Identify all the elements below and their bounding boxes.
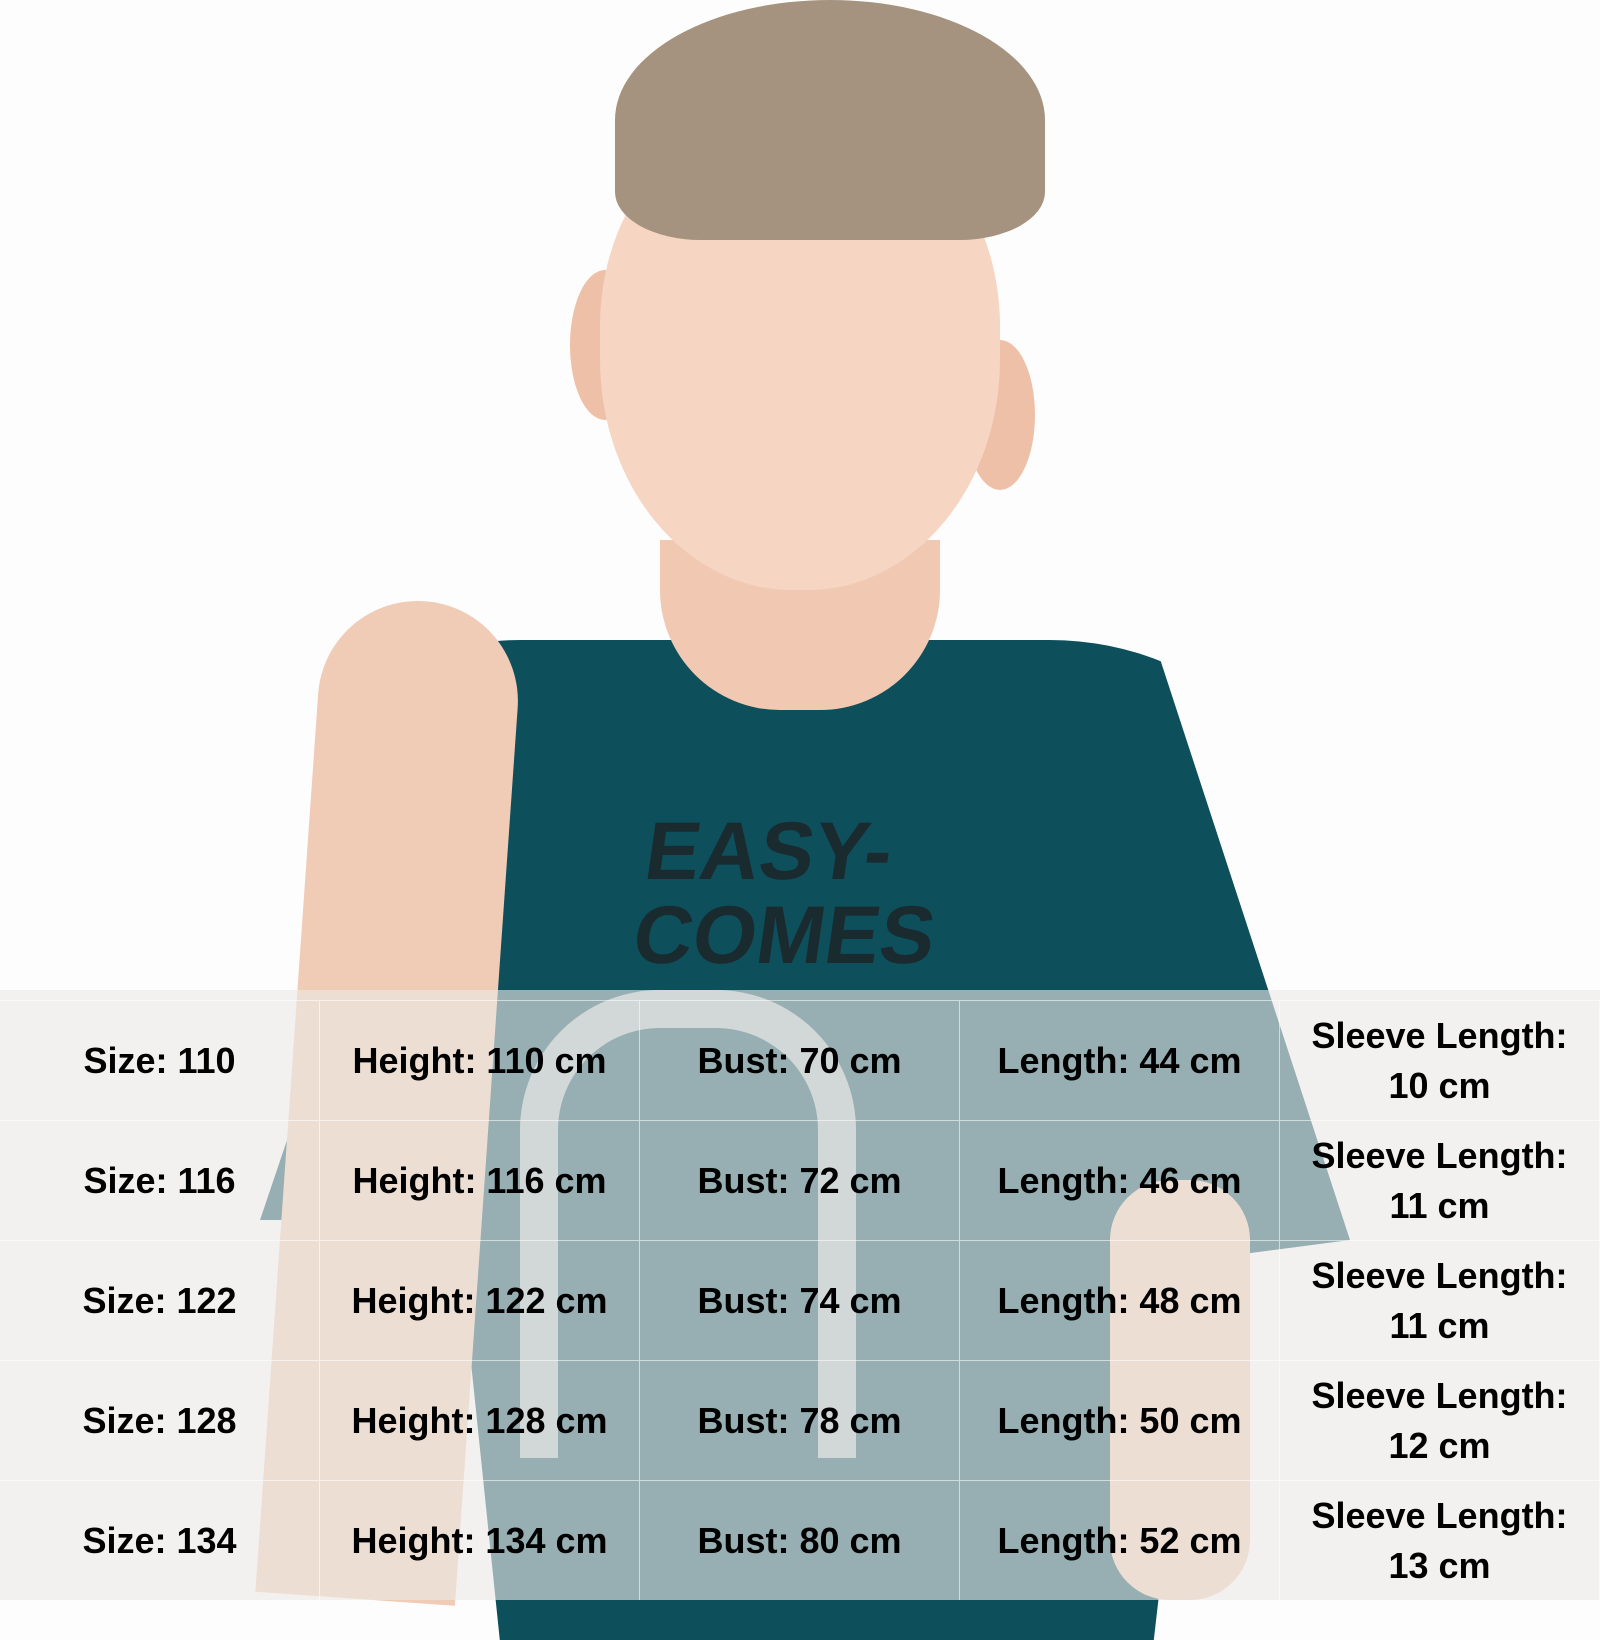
table-cell: Bust: 80 cm [640,1480,960,1600]
print-line: COMES [627,890,942,981]
table-cell: Length: 48 cm [960,1240,1280,1360]
table-cell: Length: 52 cm [960,1480,1280,1600]
table-cell: Sleeve Length: 11 cm [1280,1120,1600,1240]
table-cell: Size: 116 [0,1120,320,1240]
table-cell: Bust: 72 cm [640,1120,960,1240]
table-cell: Size: 122 [0,1240,320,1360]
table-overlay [0,990,1600,1600]
table-cell: Length: 44 cm [960,1000,1280,1120]
table-cell: Size: 128 [0,1360,320,1480]
table-cell: Height: 134 cm [320,1480,640,1600]
table-cell: Height: 110 cm [320,1000,640,1120]
table-cell: Height: 116 cm [320,1120,640,1240]
table-cell: Bust: 70 cm [640,1000,960,1120]
table-cell: Bust: 78 cm [640,1360,960,1480]
table-cell: Sleeve Length: 13 cm [1280,1480,1600,1600]
size-table: Size: 110 Height: 110 cm Bust: 70 cm Length… [0,1000,1600,1600]
table-cell: Size: 110 [0,1000,320,1120]
table-cell: Sleeve Length: 10 cm [1280,1000,1600,1120]
table-cell: Bust: 74 cm [640,1240,960,1360]
table-cell: Length: 46 cm [960,1120,1280,1240]
table-cell: Size: 134 [0,1480,320,1600]
table-cell: Height: 122 cm [320,1240,640,1360]
table-cell: Length: 50 cm [960,1360,1280,1480]
table-cell: Height: 128 cm [320,1360,640,1480]
table-cell: Sleeve Length: 12 cm [1280,1360,1600,1480]
hair [615,0,1045,240]
shirt-print: EASY- COMES [627,806,952,981]
print-line: EASY- [639,806,899,897]
table-cell: Sleeve Length: 11 cm [1280,1240,1600,1360]
